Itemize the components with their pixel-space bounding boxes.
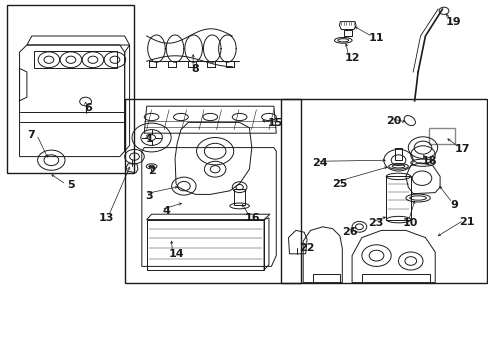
Text: 7: 7: [27, 130, 35, 140]
Text: 20: 20: [385, 116, 401, 126]
Text: 24: 24: [312, 158, 327, 168]
Bar: [124, 99, 300, 283]
Text: 22: 22: [299, 243, 314, 253]
Text: 6: 6: [84, 103, 92, 113]
Text: 21: 21: [458, 217, 474, 228]
Bar: [386, 176, 410, 220]
Text: 3: 3: [145, 191, 153, 201]
Text: 18: 18: [421, 156, 436, 166]
Text: 1: 1: [145, 134, 153, 144]
Text: 14: 14: [168, 249, 183, 259]
Text: 4: 4: [162, 206, 170, 216]
Text: 10: 10: [402, 218, 418, 228]
Bar: [146, 220, 264, 270]
Text: 13: 13: [99, 213, 114, 223]
Bar: [233, 189, 245, 205]
Bar: [312, 274, 339, 283]
Text: 26: 26: [341, 227, 357, 237]
Bar: [394, 148, 401, 160]
Text: 5: 5: [67, 180, 75, 190]
Text: 11: 11: [368, 33, 384, 43]
Text: 8: 8: [191, 64, 199, 74]
Text: 25: 25: [331, 179, 347, 189]
Bar: [361, 274, 429, 283]
Text: 12: 12: [344, 53, 359, 63]
Text: 2: 2: [147, 166, 155, 176]
Bar: [343, 30, 351, 36]
Bar: [281, 99, 486, 283]
Bar: [7, 5, 134, 173]
Text: 15: 15: [267, 118, 283, 128]
Text: 17: 17: [453, 144, 469, 154]
Text: 23: 23: [367, 218, 383, 228]
Text: 16: 16: [244, 213, 260, 223]
Text: 19: 19: [445, 17, 461, 27]
Bar: [428, 128, 454, 144]
Text: 9: 9: [450, 200, 458, 210]
